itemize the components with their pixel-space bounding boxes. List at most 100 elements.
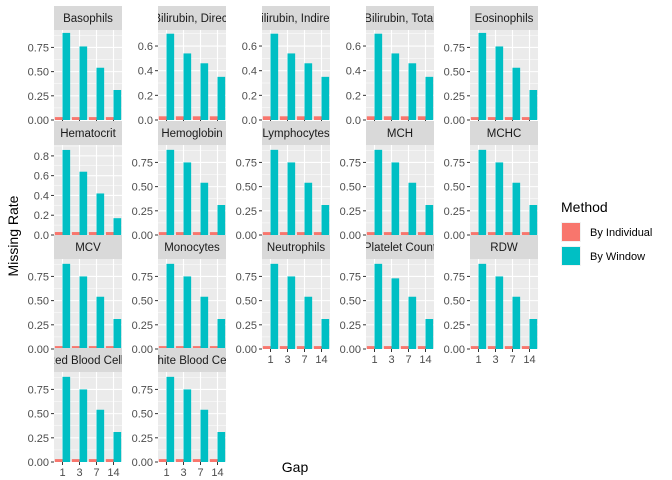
bar-by-window — [113, 319, 122, 349]
bar-by-individual — [209, 346, 218, 349]
x-tick-label: 14 — [523, 354, 535, 366]
facet-strip — [158, 348, 226, 372]
y-tick-label: 0.00 — [132, 457, 153, 469]
bar-by-window — [96, 67, 105, 120]
bar-by-individual — [209, 116, 218, 120]
bar-by-window — [304, 63, 313, 120]
y-tick-label: 0.25 — [28, 433, 49, 445]
bar-by-window — [374, 149, 383, 235]
y-tick-label: 0.00 — [444, 115, 465, 127]
bar-by-individual — [487, 232, 496, 235]
bar-by-window — [425, 76, 434, 120]
bar-by-individual — [88, 459, 97, 462]
y-tick-label: 0.75 — [444, 271, 465, 283]
facet-strip — [470, 6, 538, 30]
x-tick-label: 14 — [419, 354, 431, 366]
bar-by-window — [321, 76, 330, 120]
bar-by-window — [512, 296, 521, 349]
bar-by-individual — [296, 346, 305, 349]
bar-by-individual — [88, 346, 97, 349]
bar-by-individual — [383, 232, 392, 235]
y-tick-label: 0.4 — [34, 190, 49, 202]
bar-by-window — [304, 182, 313, 235]
bar-by-window — [166, 376, 175, 462]
facet-strip-label: Red Blood Cells — [47, 355, 130, 367]
y-tick-label: 0.2 — [138, 90, 153, 102]
bar-by-window — [391, 53, 400, 121]
y-tick-label: 0.75 — [132, 271, 153, 283]
legend-label: By Individual — [590, 227, 652, 239]
y-tick-label: 0.50 — [132, 409, 153, 421]
facet-strip — [158, 235, 226, 259]
x-tick-label: 7 — [93, 467, 99, 479]
bar-by-window — [166, 149, 175, 235]
y-tick-label: 0.00 — [340, 230, 361, 242]
bar-by-window — [287, 162, 296, 235]
facet-strip-label: Hemoglobin — [161, 128, 222, 140]
bar-by-individual — [400, 232, 409, 235]
y-tick-label: 0.75 — [28, 271, 49, 283]
bar-by-individual — [487, 117, 496, 120]
facet-strip — [262, 235, 330, 259]
facet-strip-label: RDW — [490, 242, 518, 254]
facet-panel: White Blood Cells 0.00 0.25 0.50 0.75 1 3 7 14 — [132, 348, 226, 479]
y-tick-label: 0.8 — [34, 151, 49, 163]
bar-by-individual — [470, 117, 479, 120]
bar-by-window — [79, 389, 88, 462]
y-tick-label: 0.0 — [138, 115, 153, 127]
facet-strip — [158, 6, 226, 30]
bar-by-window — [183, 162, 192, 235]
y-tick-label: 0.75 — [28, 42, 49, 54]
y-tick-label: 0.25 — [236, 206, 257, 218]
facet-strip-label: MCV — [75, 242, 101, 254]
x-tick-label: 3 — [180, 467, 186, 479]
y-tick-label: 0.75 — [132, 157, 153, 169]
bar-by-individual — [366, 346, 375, 349]
bar-by-individual — [158, 116, 167, 120]
bar-by-window — [217, 432, 226, 462]
y-tick-label: 0.50 — [28, 296, 49, 308]
facet-strip — [470, 121, 538, 145]
x-tick-label: 3 — [388, 354, 394, 366]
bar-by-window — [512, 67, 521, 120]
y-tick-label: 0.50 — [340, 182, 361, 194]
legend: Method By Individual By Window — [561, 199, 652, 266]
bar-by-individual — [54, 232, 63, 235]
bar-by-window — [79, 46, 88, 120]
bar-by-individual — [504, 346, 513, 349]
y-tick-label: 0.0 — [242, 115, 257, 127]
bar-by-window — [96, 409, 105, 462]
bar-by-window — [270, 149, 279, 235]
bar-by-individual — [470, 232, 479, 235]
x-tick-label: 14 — [211, 467, 223, 479]
bar-by-individual — [279, 346, 288, 349]
y-tick-label: 0.4 — [138, 66, 153, 78]
facet-strip-label: Bilirubin, Direct — [153, 13, 231, 25]
y-tick-label: 0.50 — [236, 296, 257, 308]
bar-by-window — [425, 319, 434, 349]
y-tick-label: 0.75 — [340, 271, 361, 283]
facet-panel: Neutrophils 0.00 0.25 0.50 0.75 1 3 7 14 — [236, 235, 330, 366]
bar-by-individual — [417, 346, 426, 349]
bar-by-window — [113, 90, 122, 120]
y-tick-label: 0.25 — [28, 320, 49, 332]
facet-strip-label: Eosinophils — [475, 13, 534, 25]
bar-by-window — [529, 319, 538, 349]
bar-by-individual — [209, 232, 218, 235]
bar-by-window — [200, 182, 209, 235]
bar-by-individual — [417, 116, 426, 120]
y-tick-label: 0.6 — [138, 41, 153, 53]
facet-strip — [366, 235, 434, 259]
x-tick-label: 1 — [163, 467, 169, 479]
bar-by-individual — [262, 116, 271, 120]
bar-by-window — [62, 376, 71, 462]
bar-by-window — [217, 319, 226, 349]
x-tick-label: 1 — [267, 354, 273, 366]
bar-by-window — [321, 205, 330, 235]
legend-title: Method — [561, 199, 608, 215]
facet-strip — [366, 6, 434, 30]
x-tick-label: 1 — [59, 467, 65, 479]
bar-by-window — [270, 263, 279, 349]
